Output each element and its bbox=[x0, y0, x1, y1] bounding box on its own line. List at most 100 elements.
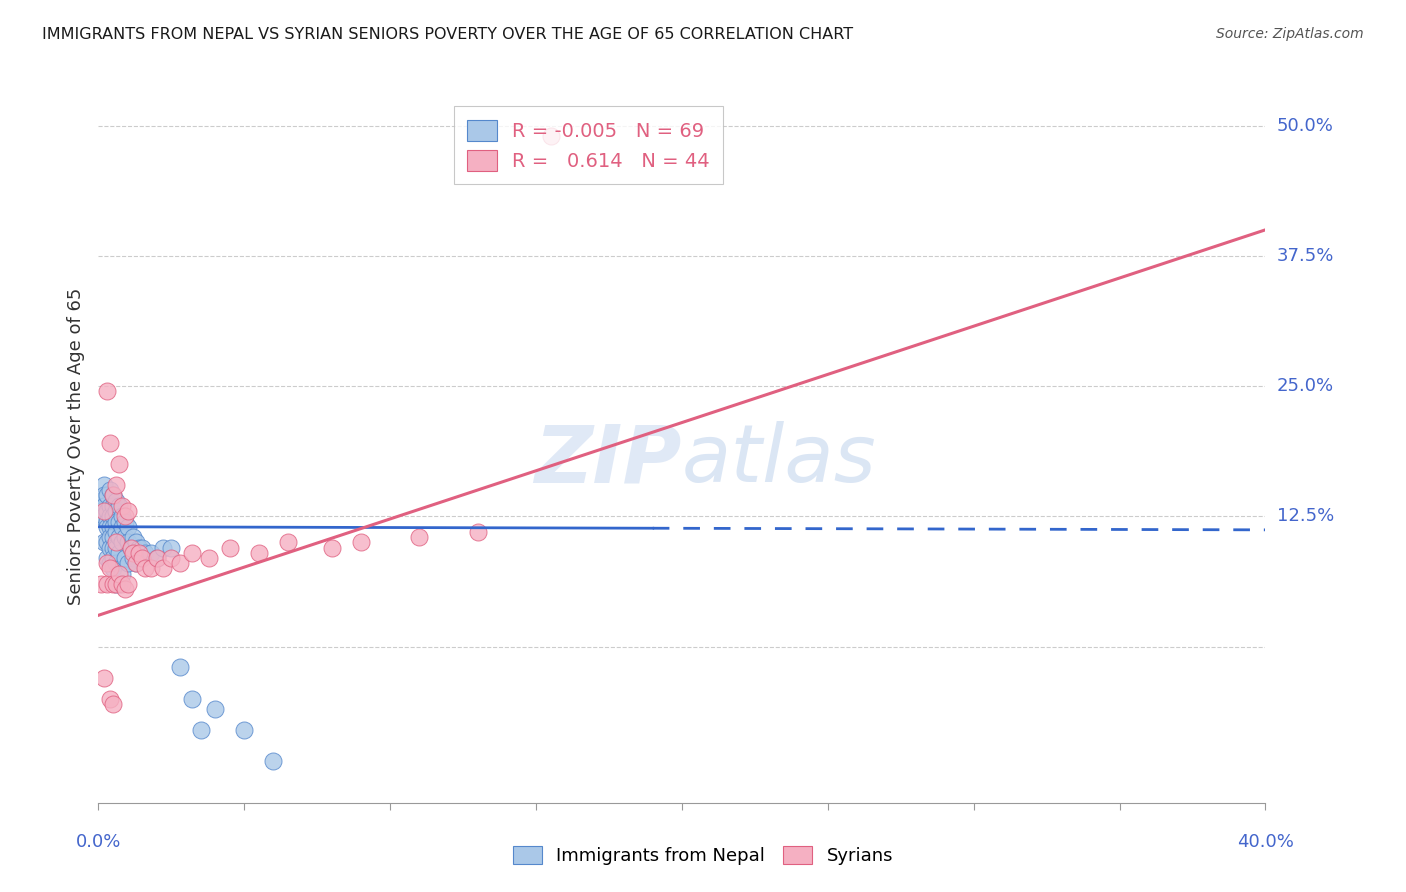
Point bbox=[93, 509, 115, 524]
Point bbox=[104, 504, 127, 518]
Point bbox=[93, 504, 115, 518]
Point bbox=[277, 535, 299, 549]
Point bbox=[96, 384, 118, 399]
Point bbox=[111, 577, 134, 591]
Point bbox=[104, 577, 127, 591]
Point bbox=[160, 541, 183, 555]
Point bbox=[104, 535, 127, 549]
Point bbox=[98, 541, 121, 555]
Text: 50.0%: 50.0% bbox=[1277, 117, 1333, 135]
Point bbox=[131, 551, 153, 566]
Point bbox=[98, 691, 121, 706]
Point bbox=[104, 524, 127, 539]
Point bbox=[101, 541, 124, 555]
Point bbox=[96, 515, 118, 529]
Point bbox=[104, 556, 127, 570]
Point bbox=[104, 515, 127, 529]
Point bbox=[146, 551, 169, 566]
Point bbox=[108, 530, 131, 544]
Point bbox=[180, 691, 202, 706]
Point bbox=[93, 499, 115, 513]
Text: 37.5%: 37.5% bbox=[1277, 247, 1334, 265]
Point bbox=[93, 478, 115, 492]
Point bbox=[104, 541, 127, 555]
Point bbox=[160, 551, 183, 566]
Point bbox=[93, 488, 115, 502]
Point bbox=[125, 556, 148, 570]
Point bbox=[96, 488, 118, 502]
Point bbox=[218, 541, 240, 555]
Point bbox=[104, 493, 127, 508]
Point bbox=[134, 561, 156, 575]
Point bbox=[96, 504, 118, 518]
Point bbox=[117, 535, 139, 549]
Text: 0.0%: 0.0% bbox=[76, 833, 121, 851]
Point bbox=[93, 671, 115, 685]
Point bbox=[122, 546, 145, 560]
Point bbox=[108, 499, 131, 513]
Point bbox=[233, 723, 256, 737]
Point bbox=[111, 566, 134, 581]
Point bbox=[101, 551, 124, 566]
Text: atlas: atlas bbox=[682, 421, 877, 500]
Text: 25.0%: 25.0% bbox=[1277, 377, 1334, 395]
Text: 40.0%: 40.0% bbox=[1237, 833, 1294, 851]
Point bbox=[101, 520, 124, 534]
Point bbox=[152, 561, 174, 575]
Point bbox=[122, 551, 145, 566]
Point bbox=[93, 535, 115, 549]
Point bbox=[98, 499, 121, 513]
Point bbox=[114, 530, 136, 544]
Point bbox=[108, 566, 131, 581]
Point bbox=[98, 509, 121, 524]
Point bbox=[98, 483, 121, 498]
Point bbox=[467, 524, 489, 539]
Point bbox=[96, 551, 118, 566]
Point bbox=[190, 723, 212, 737]
Point bbox=[198, 551, 221, 566]
Point bbox=[101, 488, 124, 502]
Point bbox=[114, 509, 136, 524]
Point bbox=[120, 541, 142, 555]
Legend: Immigrants from Nepal, Syrians: Immigrants from Nepal, Syrians bbox=[506, 838, 900, 872]
Point bbox=[111, 520, 134, 534]
Point bbox=[152, 541, 174, 555]
Point bbox=[96, 577, 118, 591]
Point bbox=[125, 556, 148, 570]
Point bbox=[204, 702, 226, 716]
Point bbox=[98, 530, 121, 544]
Point bbox=[125, 535, 148, 549]
Legend: R = -0.005   N = 69, R =   0.614   N = 44: R = -0.005 N = 69, R = 0.614 N = 44 bbox=[454, 106, 723, 185]
Point bbox=[169, 660, 191, 674]
Y-axis label: Seniors Poverty Over the Age of 65: Seniors Poverty Over the Age of 65 bbox=[66, 287, 84, 605]
Point bbox=[540, 129, 562, 144]
Point bbox=[108, 577, 131, 591]
Point bbox=[146, 551, 169, 566]
Point bbox=[169, 556, 191, 570]
Point bbox=[131, 541, 153, 555]
Point bbox=[111, 509, 134, 524]
Point bbox=[101, 509, 124, 524]
Point bbox=[90, 509, 112, 524]
Point bbox=[98, 561, 121, 575]
Point bbox=[101, 488, 124, 502]
Point bbox=[408, 530, 430, 544]
Text: Source: ZipAtlas.com: Source: ZipAtlas.com bbox=[1216, 27, 1364, 41]
Point bbox=[128, 546, 150, 560]
Point bbox=[96, 520, 118, 534]
Text: 12.5%: 12.5% bbox=[1277, 508, 1334, 525]
Point bbox=[101, 499, 124, 513]
Point bbox=[98, 520, 121, 534]
Point bbox=[114, 582, 136, 597]
Point bbox=[139, 561, 162, 575]
Point bbox=[111, 499, 134, 513]
Text: ZIP: ZIP bbox=[534, 421, 682, 500]
Point bbox=[90, 504, 112, 518]
Point bbox=[90, 493, 112, 508]
Point bbox=[96, 535, 118, 549]
Point bbox=[108, 457, 131, 471]
Point bbox=[120, 541, 142, 555]
Point bbox=[101, 561, 124, 575]
Point bbox=[117, 577, 139, 591]
Point bbox=[247, 546, 270, 560]
